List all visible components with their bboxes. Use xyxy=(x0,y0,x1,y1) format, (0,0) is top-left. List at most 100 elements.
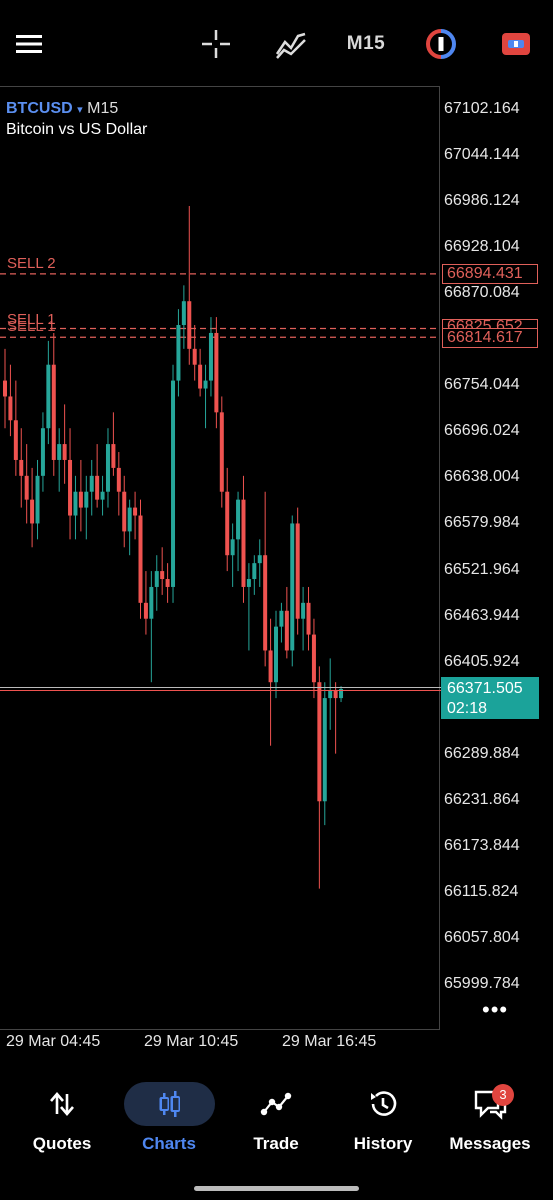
time-tick: 29 Mar 04:45 xyxy=(6,1033,101,1050)
candle-body xyxy=(279,610,284,627)
candle-body xyxy=(241,499,246,587)
candle-body xyxy=(225,491,230,556)
trade-icon xyxy=(222,1086,330,1122)
hamburger-menu-icon[interactable] xyxy=(12,26,46,62)
candle-body xyxy=(35,475,40,524)
candle-body xyxy=(3,380,7,397)
current-price-box: 66371.505 02:18 xyxy=(441,677,539,719)
candle-body xyxy=(295,523,300,619)
price-tick: 66928.104 xyxy=(444,238,520,256)
candle-body xyxy=(203,380,208,389)
symbol-description: Bitcoin vs US Dollar xyxy=(6,121,148,138)
candle-body xyxy=(51,364,56,460)
candle-body xyxy=(116,467,121,492)
crosshair-icon[interactable] xyxy=(198,26,234,62)
time-tick: 29 Mar 10:45 xyxy=(144,1033,239,1050)
candle-body xyxy=(111,444,116,468)
candle-body xyxy=(24,475,29,500)
price-tick: 66579.984 xyxy=(444,514,520,532)
price-tick: 66289.884 xyxy=(444,744,520,762)
candle-body xyxy=(198,364,203,389)
price-tick: 66986.124 xyxy=(444,192,520,210)
candle-body xyxy=(143,602,148,619)
candle-body xyxy=(73,491,78,516)
candle-body xyxy=(133,507,138,516)
candle-body xyxy=(322,698,327,802)
candle-body xyxy=(339,688,344,699)
symbol-ticker[interactable]: BTCUSD xyxy=(6,100,73,117)
candle-body xyxy=(208,332,213,381)
price-tick: 66870.084 xyxy=(444,284,520,302)
sell1-label-overlap[interactable]: SELL 1 xyxy=(7,318,56,335)
one-click-trading-icon[interactable] xyxy=(422,26,460,62)
candle-body xyxy=(284,610,289,651)
price-tick: 67044.144 xyxy=(444,146,520,164)
candle-body xyxy=(105,444,110,492)
candle-body xyxy=(317,682,322,802)
candle-body xyxy=(154,571,159,587)
nav-messages-label: Messages xyxy=(449,1134,531,1153)
time-tick: 29 Mar 16:45 xyxy=(282,1033,377,1050)
candle-body xyxy=(257,555,262,564)
candle-body xyxy=(246,579,251,587)
charts-icon xyxy=(115,1086,223,1122)
candle-body xyxy=(78,491,83,508)
candle-body xyxy=(181,301,186,326)
candle-body xyxy=(268,650,273,683)
candle-body xyxy=(40,428,45,476)
candle-body xyxy=(301,602,306,619)
price-tick: 66754.044 xyxy=(444,376,520,394)
sell2-label[interactable]: SELL 2 xyxy=(7,255,56,272)
chart-area[interactable] xyxy=(0,86,440,1030)
candle-body xyxy=(171,380,176,587)
symbol-timeframe: M15 xyxy=(87,100,119,117)
candle-body xyxy=(100,491,105,500)
indicator-icon[interactable] xyxy=(272,26,310,62)
sell1-label[interactable]: SELL 1 xyxy=(7,311,56,328)
candle-body xyxy=(30,499,35,524)
nav-history-label: History xyxy=(353,1134,413,1153)
candle-body xyxy=(274,626,278,683)
candle-body xyxy=(95,475,100,500)
home-indicator[interactable] xyxy=(194,1186,359,1191)
candle-body xyxy=(290,523,295,651)
price-tick: 66173.844 xyxy=(444,836,520,854)
candle-body xyxy=(230,539,235,556)
more-options-icon[interactable]: ••• xyxy=(482,997,509,1022)
nav-charts[interactable]: Charts xyxy=(115,1072,223,1164)
candle-body xyxy=(160,571,165,580)
candle-body xyxy=(219,412,224,492)
symbol-header[interactable]: BTCUSD ▾ M15 Bitcoin vs US Dollar xyxy=(6,100,147,139)
price-tick: 66463.944 xyxy=(444,606,520,624)
nav-quotes[interactable]: Quotes xyxy=(8,1072,116,1164)
candle-body xyxy=(57,444,62,460)
symbol-dropdown-icon[interactable]: ▾ xyxy=(77,104,83,116)
candle-body xyxy=(306,602,311,635)
candle-body xyxy=(263,555,268,651)
price-tick: 65999.784 xyxy=(444,975,520,992)
candle-countdown: 02:18 xyxy=(447,700,488,717)
top-toolbar: M15 xyxy=(0,0,553,88)
price-tick: 66057.804 xyxy=(444,928,520,946)
price-tick: 66115.824 xyxy=(444,882,519,900)
price-tick: 66405.924 xyxy=(444,652,520,670)
candle-body xyxy=(122,491,127,532)
candle-body xyxy=(176,325,181,381)
nav-messages[interactable]: Messages xyxy=(436,1072,544,1164)
candlestick-chart[interactable] xyxy=(0,0,553,1060)
candle-body xyxy=(165,579,170,587)
nav-history[interactable]: History xyxy=(329,1072,437,1164)
candle-body xyxy=(19,459,24,476)
candle-body xyxy=(236,499,241,540)
timeframe-button[interactable]: M15 xyxy=(346,33,386,54)
candle-body xyxy=(62,444,67,460)
current-price: 66371.505 xyxy=(447,680,523,697)
history-icon xyxy=(329,1086,437,1122)
candle-body xyxy=(252,563,257,580)
candle-body xyxy=(328,690,333,699)
candle-body xyxy=(8,396,13,421)
bottom-navigation: Quotes Charts Trade History Messages xyxy=(0,1072,553,1182)
price-tick: 66696.024 xyxy=(444,422,520,440)
chart-type-icon[interactable] xyxy=(498,26,534,62)
nav-trade[interactable]: Trade xyxy=(222,1072,330,1164)
